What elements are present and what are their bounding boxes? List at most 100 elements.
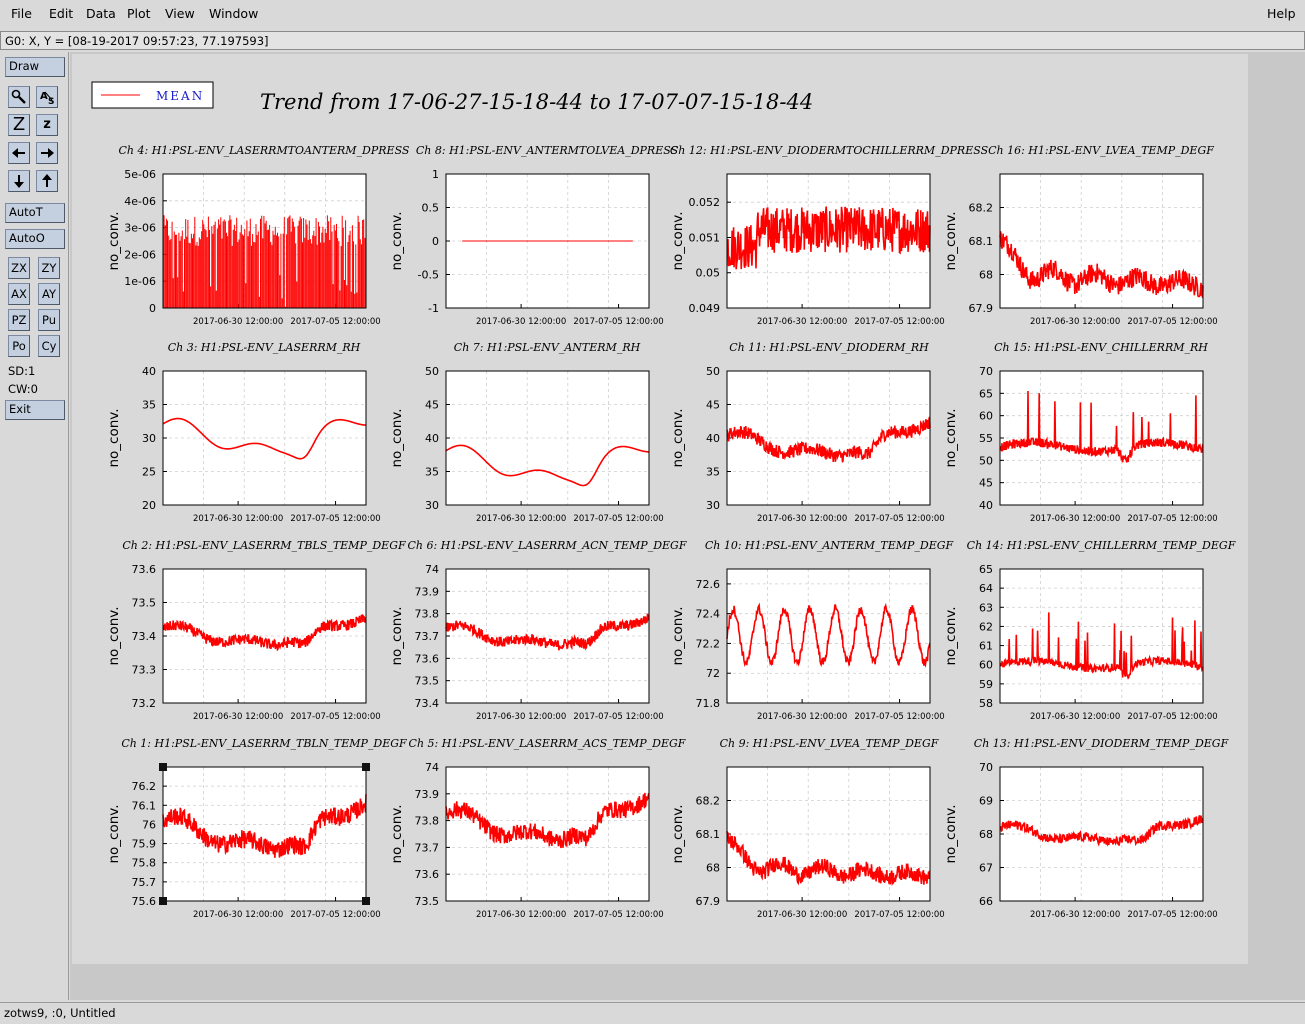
chart-panel[interactable]: Ch 8: H1:PSL-ENV_ANTERMTOLVEA_DPRESS -1 -0… bbox=[389, 144, 679, 327]
pan-left-button[interactable] bbox=[8, 142, 30, 164]
pu-button[interactable]: Pu bbox=[38, 309, 60, 331]
y-tick-label: -1 bbox=[428, 302, 439, 315]
chart-panel[interactable]: Ch 3: H1:PSL-ENV_LASERRM_RH 20 25 30 35 40 201… bbox=[106, 341, 381, 524]
arrow-down-icon bbox=[14, 175, 24, 188]
series-line-mean bbox=[726, 206, 931, 270]
selection-handle[interactable] bbox=[159, 763, 167, 771]
y-axis-label: no_conv. bbox=[106, 606, 122, 665]
chart-title: Ch 6: H1:PSL-ENV_LASERRM_ACN_TEMP_DEGF bbox=[408, 539, 687, 552]
menu-file[interactable]: File bbox=[11, 6, 32, 21]
menu-data[interactable]: Data bbox=[86, 6, 116, 21]
cy-button[interactable]: Cy bbox=[38, 335, 60, 357]
zx-button[interactable]: ZX bbox=[8, 257, 30, 279]
po-button[interactable]: Po bbox=[8, 335, 30, 357]
series-line-mean bbox=[726, 602, 931, 668]
chart-panel[interactable]: Ch 2: H1:PSL-ENV_LASERRM_TBLS_TEMP_DEGF 7… bbox=[106, 539, 406, 722]
y-axis-label: no_conv. bbox=[943, 606, 959, 665]
pz-button[interactable]: PZ bbox=[8, 309, 30, 331]
chart-title: Ch 15: H1:PSL-ENV_CHILLERRM_RH bbox=[994, 341, 1208, 354]
y-tick-label: 35 bbox=[142, 399, 156, 412]
chart-title: Ch 10: H1:PSL-ENV_ANTERM_TEMP_DEGF bbox=[705, 539, 954, 552]
y-tick-label: 30 bbox=[706, 499, 720, 512]
selection-handle[interactable] bbox=[362, 897, 370, 905]
exit-button[interactable]: Exit bbox=[5, 400, 65, 420]
chart-panel[interactable]: Ch 12: H1:PSL-ENV_DIODERMTOCHILLERRM_DPR… bbox=[670, 144, 989, 327]
selection-handle[interactable] bbox=[362, 763, 370, 771]
x-tick-label: 2017-07-05 12:00:00 bbox=[854, 317, 944, 327]
y-tick-label: 73.4 bbox=[415, 697, 440, 710]
y-tick-label: 30 bbox=[425, 499, 439, 512]
auto-t-button[interactable]: AutoT bbox=[5, 203, 65, 223]
chart-panel[interactable]: Ch 4: H1:PSL-ENV_LASERRMTOANTERM_DPRESS 0… bbox=[106, 144, 410, 327]
y-tick-label: 68 bbox=[979, 828, 993, 841]
chart-title: Ch 11: H1:PSL-ENV_DIODERM_RH bbox=[729, 341, 929, 354]
chart-title: Ch 4: H1:PSL-ENV_LASERRMTOANTERM_DPRESS bbox=[119, 144, 410, 157]
y-tick-label: 40 bbox=[706, 432, 720, 445]
zy-button[interactable]: ZY bbox=[38, 257, 60, 279]
y-tick-label: 65 bbox=[979, 563, 993, 576]
pan-right-button[interactable] bbox=[36, 142, 58, 164]
zoom-small-button[interactable]: z bbox=[36, 114, 58, 136]
plot-background bbox=[1000, 569, 1203, 703]
pan-up-button[interactable] bbox=[36, 170, 58, 192]
x-tick-label: 2017-07-05 12:00:00 bbox=[290, 712, 380, 722]
y-tick-label: 30 bbox=[142, 432, 156, 445]
series-line-mean bbox=[999, 390, 1204, 463]
y-tick-label: 62 bbox=[979, 620, 993, 633]
zoom-big-button[interactable]: Z bbox=[8, 114, 30, 136]
y-tick-label: 73.5 bbox=[415, 675, 440, 688]
selection-handle[interactable] bbox=[159, 897, 167, 905]
chart-panel[interactable]: Ch 1: H1:PSL-ENV_LASERRM_TBLN_TEMP_DEGF 7… bbox=[106, 737, 407, 920]
menu-window[interactable]: Window bbox=[209, 6, 259, 21]
chart-panel[interactable]: Ch 9: H1:PSL-ENV_LVEA_TEMP_DEGF 67.9 68 68.… bbox=[670, 737, 945, 920]
y-tick-label: 1 bbox=[432, 168, 439, 181]
x-tick-label: 2017-06-30 12:00:00 bbox=[1030, 910, 1120, 920]
draw-button[interactable]: Draw bbox=[5, 57, 65, 77]
x-tick-label: 2017-07-05 12:00:00 bbox=[290, 514, 380, 524]
chart-panel[interactable]: Ch 6: H1:PSL-ENV_LASERRM_ACN_TEMP_DEGF 73… bbox=[389, 539, 687, 722]
menu-view[interactable]: View bbox=[165, 6, 195, 21]
menu-edit[interactable]: Edit bbox=[49, 6, 74, 21]
plot-background bbox=[163, 767, 366, 901]
chart-title: Ch 5: H1:PSL-ENV_LASERRM_ACS_TEMP_DEGF bbox=[409, 737, 686, 750]
chart-panel[interactable]: Ch 13: H1:PSL-ENV_DIODERM_TEMP_DEGF 66 67 6… bbox=[943, 737, 1229, 920]
menu-help[interactable]: Help bbox=[1267, 6, 1296, 21]
y-tick-label: 58 bbox=[979, 697, 993, 710]
y-axis-label: no_conv. bbox=[670, 804, 686, 863]
chart-panel[interactable]: Ch 7: H1:PSL-ENV_ANTERM_RH 30 35 40 45 50 2017… bbox=[389, 341, 664, 524]
auto-o-button[interactable]: AutoO bbox=[5, 229, 65, 249]
y-axis-label: no_conv. bbox=[389, 408, 405, 467]
y-tick-label: 73.3 bbox=[132, 664, 157, 677]
y-tick-label: 1e-06 bbox=[124, 275, 156, 288]
chart-panel[interactable]: Ch 14: H1:PSL-ENV_CHILLERRM_TEMP_DEGF 58 5… bbox=[943, 539, 1236, 722]
svg-text:S: S bbox=[48, 97, 54, 105]
y-axis-label: no_conv. bbox=[670, 211, 686, 270]
magnifier-icon bbox=[11, 89, 26, 104]
x-tick-label: 2017-06-30 12:00:00 bbox=[476, 910, 566, 920]
y-tick-label: 68 bbox=[706, 862, 720, 875]
y-tick-label: 65 bbox=[979, 387, 993, 400]
x-tick-label: 2017-07-05 12:00:00 bbox=[854, 910, 944, 920]
pan-down-button[interactable] bbox=[8, 170, 30, 192]
series-line-mean bbox=[445, 792, 650, 849]
chart-panel[interactable]: Ch 10: H1:PSL-ENV_ANTERM_TEMP_DEGF 71.8 72… bbox=[670, 539, 954, 722]
chart-panel[interactable]: Ch 16: H1:PSL-ENV_LVEA_TEMP_DEGF 67.9 68 68… bbox=[943, 144, 1218, 327]
zoom-tool-button[interactable] bbox=[8, 86, 30, 108]
menu-plot[interactable]: Plot bbox=[127, 6, 151, 21]
chart-panel[interactable]: Ch 15: H1:PSL-ENV_CHILLERRM_RH 40 45 50 55 60… bbox=[943, 341, 1218, 524]
x-tick-label: 2017-06-30 12:00:00 bbox=[757, 317, 847, 327]
x-tick-label: 2017-07-05 12:00:00 bbox=[290, 910, 380, 920]
x-tick-label: 2017-06-30 12:00:00 bbox=[757, 514, 847, 524]
arrow-left-icon bbox=[12, 148, 25, 158]
y-tick-label: 67.9 bbox=[969, 302, 994, 315]
plot-frame bbox=[445, 568, 650, 704]
y-tick-label: 71.8 bbox=[696, 697, 721, 710]
chart-panel[interactable]: Ch 5: H1:PSL-ENV_LASERRM_ACS_TEMP_DEGF 73… bbox=[389, 737, 686, 920]
plot-frame bbox=[726, 370, 931, 506]
chart-panel[interactable]: Ch 11: H1:PSL-ENV_DIODERM_RH 30 35 40 45 50 20… bbox=[670, 341, 945, 524]
ay-button[interactable]: AY bbox=[38, 283, 60, 305]
ax-button[interactable]: AX bbox=[8, 283, 30, 305]
y-tick-label: 0 bbox=[432, 235, 439, 248]
